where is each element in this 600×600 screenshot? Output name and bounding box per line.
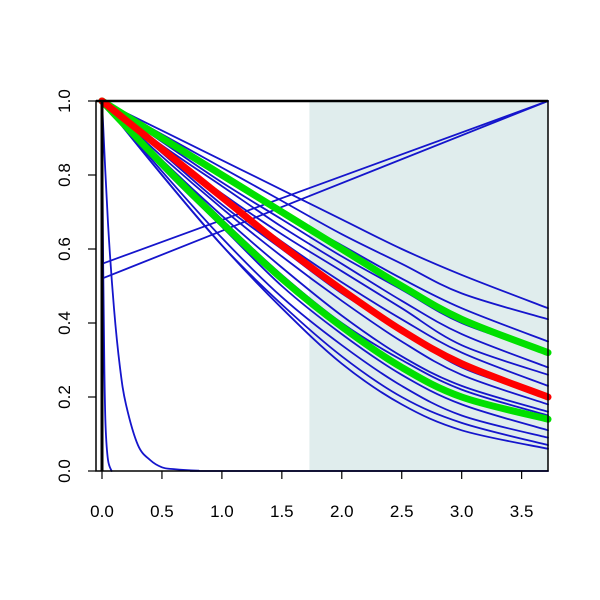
x-tick-label: 0.5 [150,502,174,521]
x-tick-label: 3.5 [510,502,534,521]
y-tick-label: 1.0 [55,89,74,113]
x-tick-label: 1.5 [270,502,294,521]
shaded-region [309,101,548,471]
y-tick-label: 0.0 [55,459,74,483]
x-tick-label: 2.0 [330,502,354,521]
series-lines [98,97,552,472]
x-tick-label: 2.5 [390,502,414,521]
highlight-line-green-20 [98,97,552,423]
x-tick-label: 0.0 [90,502,114,521]
y-tick-label: 0.8 [55,163,74,187]
y-axis: 0.0 0.2 0.4 0.6 0.8 1.0 [55,89,548,483]
series-line-3 [101,100,549,280]
series-line-16 [101,100,549,439]
y-tick-label: 0.6 [55,237,74,261]
series-line-12 [101,100,549,406]
series-line-2 [101,100,549,265]
series-line-18 [101,100,549,450]
highlight-line-green-19 [98,97,552,357]
y-tick-label: 0.2 [55,385,74,409]
y-tick-label: 0.4 [55,311,74,335]
highlight-line-red-21 [98,97,552,401]
series-line-4 [101,100,549,310]
x-tick-label: 1.0 [210,502,234,521]
x-tick-label: 3.0 [450,502,474,521]
x-axis: 0.0 0.5 1.0 1.5 2.0 2.5 3.0 3.5 [90,471,533,521]
